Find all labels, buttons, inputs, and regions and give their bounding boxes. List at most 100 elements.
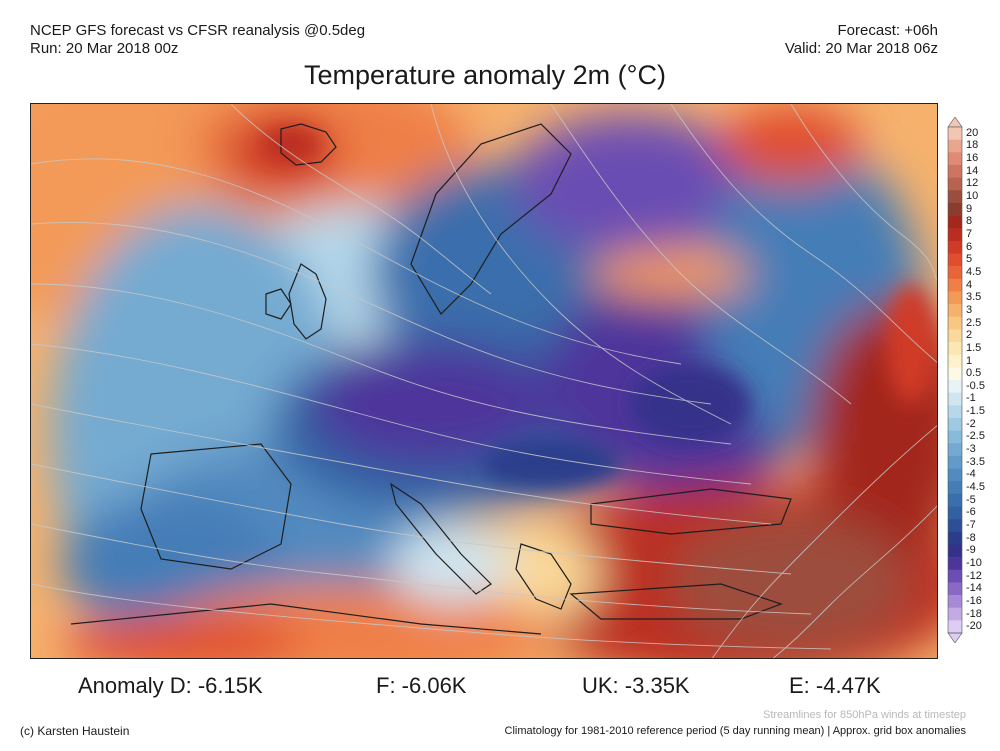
anomaly-detail (261, 126, 936, 489)
colorbar-swatch (948, 354, 962, 368)
colorbar-tick-label: 0.5 (966, 367, 982, 380)
colorbar-tick-label: 2.5 (966, 316, 982, 329)
colorbar-tick-label: 12 (966, 177, 979, 190)
colorbar-swatch (948, 202, 962, 216)
colorbar-swatch (948, 544, 962, 558)
colorbar-tick-label: 14 (966, 164, 979, 177)
colorbar-swatch (948, 316, 962, 330)
colorbar-swatch (948, 557, 962, 571)
colorbar-swatch (948, 228, 962, 242)
colorbar-swatch (948, 266, 962, 280)
colorbar-swatch (948, 342, 962, 355)
colorbar-swatch (948, 607, 962, 621)
colorbar-swatch (948, 253, 962, 267)
colorbar-swatch (948, 278, 962, 292)
colorbar-swatch (948, 417, 962, 431)
colorbar-tick-label: 1.5 (966, 341, 982, 354)
colorbar-tick-label: -3.5 (966, 455, 985, 468)
colorbar-tick-label: 4 (966, 278, 973, 291)
colorbar-tick-label: -2.5 (966, 430, 985, 443)
iberia-outline (140, 443, 292, 570)
anomaly-spain: E: -4.47K (789, 673, 881, 698)
colorbar-swatch (948, 291, 962, 305)
colorbar-swatch (948, 468, 962, 482)
colorbar-swatch (948, 164, 962, 178)
colorbar-tick-label: -8 (966, 531, 976, 544)
colorbar-swatch (948, 443, 962, 457)
colorbar-tick-label: 5 (966, 253, 973, 266)
colorbar-bottom-arrow (947, 632, 963, 643)
colorbar-tick-label: -1 (966, 392, 976, 405)
colorbar-swatch (948, 367, 962, 381)
colorbar-tick-label: -6 (966, 506, 976, 519)
colorbar-tick-label: -3 (966, 443, 976, 456)
coastlines (70, 123, 792, 635)
colorbar-swatch (948, 392, 962, 406)
colorbar-tick-label: -5 (966, 493, 976, 506)
map-title: Temperature anomaly 2m (°C) (304, 60, 666, 90)
map-svg (31, 104, 937, 658)
colorbar-swatch (948, 127, 962, 140)
colorbar-tick-label: 3 (966, 303, 973, 316)
britain-outline (288, 263, 327, 340)
colorbar-swatch (948, 152, 962, 166)
colorbar-swatch (948, 304, 962, 318)
header-valid-time: Valid: 20 Mar 2018 06z (784, 40, 938, 57)
colorbar-swatch (948, 506, 962, 520)
colorbar-swatch (948, 405, 962, 419)
colorbar-top-arrow (947, 117, 963, 128)
temperature-anomaly-map (30, 103, 938, 659)
colorbar-swatch (948, 215, 962, 229)
colorbar-tick-label: 8 (966, 215, 973, 228)
colorbar-swatch (948, 139, 962, 153)
header-forecast-step: Forecast: +06h (837, 22, 938, 39)
colorbar-swatch (948, 481, 962, 495)
streamlines (31, 104, 937, 658)
anomaly-france: F: -6.06K (376, 673, 467, 698)
colorbar-tick-label: -1.5 (966, 405, 985, 418)
streamlines-note: Streamlines for 850hPa winds at timestep (763, 709, 966, 721)
colorbar-tick-label: -10 (966, 556, 982, 569)
iceland-outline (280, 123, 337, 166)
colorbar-tick-label: 6 (966, 240, 973, 253)
colorbar-swatch (948, 190, 962, 204)
colorbar-frame (947, 126, 963, 634)
copyright-credit: (c) Karsten Haustein (20, 724, 130, 738)
colorbar-tick-label: 9 (966, 202, 973, 215)
colorbar-swatch (948, 582, 962, 596)
colorbar-tick-label: 10 (966, 190, 979, 203)
colorbar-tick-label: 3.5 (966, 291, 982, 304)
colorbar-tick-label: -7 (966, 518, 976, 531)
colorbar-swatch (948, 430, 962, 444)
colorbar-swatch (948, 519, 962, 533)
black-sea-outline (590, 488, 792, 535)
north-africa-coast (70, 603, 542, 635)
colorbar-swatch (948, 455, 962, 469)
colorbar-tick-label: -9 (966, 544, 976, 557)
colorbar (947, 117, 963, 643)
colorbar-tick-label: 20 (966, 126, 979, 139)
colorbar-swatch (948, 531, 962, 545)
colorbar-tick-label: 18 (966, 139, 979, 152)
anomaly-uk: UK: -3.35K (582, 673, 690, 698)
colorbar-tick-label: -14 (966, 582, 982, 595)
colorbar-swatch (948, 569, 962, 583)
colorbar-tick-label: -16 (966, 594, 982, 607)
header-run-time: Run: 20 Mar 2018 00z (30, 40, 179, 57)
colorbar-swatch (948, 240, 962, 254)
colorbar-swatch (948, 380, 962, 393)
colorbar-tick-label: 4.5 (966, 265, 982, 278)
colorbar-tick-label: 2 (966, 329, 973, 342)
ireland-outline (265, 288, 292, 320)
climatology-note: Climatology for 1981-2010 reference peri… (504, 725, 966, 737)
anomaly-germany: Anomaly D: -6.15K (78, 673, 263, 698)
colorbar-tick-label: 1 (966, 354, 973, 367)
anomaly-field (31, 104, 937, 658)
colorbar-tick-label: -4.5 (966, 481, 985, 494)
colorbar-tick-label: 16 (966, 152, 979, 165)
colorbar-swatch (948, 595, 962, 608)
colorbar-tick-label: -4 (966, 468, 976, 481)
colorbar-tick-label: -12 (966, 569, 982, 582)
scandinavia-outline (410, 123, 572, 315)
colorbar-swatch (948, 493, 962, 507)
